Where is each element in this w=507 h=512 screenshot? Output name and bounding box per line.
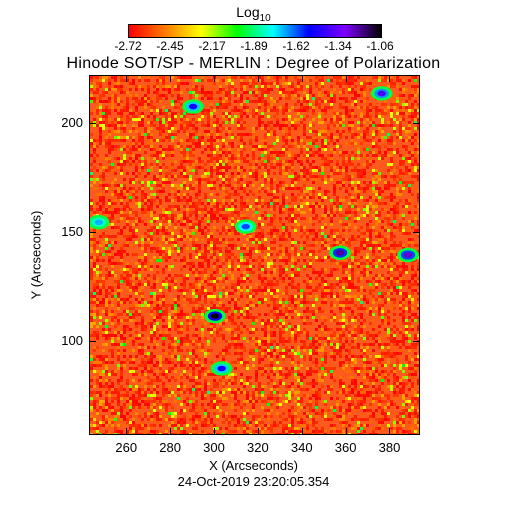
colorbar-title: Log10 xyxy=(236,4,271,24)
x-tick-label: 380 xyxy=(378,440,401,455)
colorbar xyxy=(128,24,382,38)
x-tick-label: 340 xyxy=(290,440,313,455)
timestamp: 24-Oct-2019 23:20:05.354 xyxy=(177,474,330,489)
colorbar-tick-label: -1.34 xyxy=(324,39,352,53)
colorbar-tick-label: -2.17 xyxy=(198,39,226,53)
polarization-patch xyxy=(204,308,226,324)
polarization-patch xyxy=(397,247,419,263)
plot-area xyxy=(89,75,420,435)
x-tick-mark xyxy=(170,76,172,82)
x-tick-mark xyxy=(126,76,128,82)
y-tick-mark xyxy=(90,341,96,343)
colorbar-tick-label: -1.89 xyxy=(240,39,268,53)
y-tick-mark xyxy=(90,232,96,234)
x-tick-label: 260 xyxy=(115,440,138,455)
colorbar-tick-label: -1.06 xyxy=(366,39,394,53)
x-tick-mark xyxy=(257,428,259,434)
colorbar-tick-label: -1.62 xyxy=(282,39,310,53)
x-tick-mark xyxy=(214,76,216,82)
chart-title: Hinode SOT/SP - MERLIN : Degree of Polar… xyxy=(66,55,441,72)
polarization-patch xyxy=(234,219,257,234)
polarization-patch xyxy=(370,86,393,101)
colorbar-tick-label: -2.45 xyxy=(156,39,184,53)
colorbar-tick-label: -2.72 xyxy=(114,39,142,53)
x-tick-mark xyxy=(345,76,347,82)
x-tick-mark xyxy=(170,428,172,434)
polarization-patch xyxy=(329,245,351,261)
y-tick-mark xyxy=(90,123,96,125)
polarization-patch xyxy=(182,99,204,114)
y-tick-mark xyxy=(413,123,419,125)
y-tick-label: 150 xyxy=(61,224,83,240)
x-tick-mark xyxy=(389,76,391,82)
x-tick-label: 360 xyxy=(334,440,357,455)
x-tick-mark xyxy=(389,428,391,434)
heatmap-image xyxy=(90,76,419,434)
x-tick-mark xyxy=(345,428,347,434)
polarization-patch xyxy=(210,361,233,376)
x-tick-mark xyxy=(214,428,216,434)
y-axis-label: Y (Arcseconds) xyxy=(28,210,44,300)
x-axis-label: X (Arcseconds) xyxy=(209,458,298,473)
x-tick-label: 300 xyxy=(203,440,225,455)
polarization-patch xyxy=(90,215,110,230)
y-tick-label: 200 xyxy=(61,115,83,131)
x-tick-mark xyxy=(126,428,128,434)
x-tick-label: 320 xyxy=(247,440,269,455)
y-tick-mark xyxy=(413,341,419,343)
y-tick-mark xyxy=(413,232,419,234)
y-tick-label: 100 xyxy=(61,333,83,349)
x-tick-mark xyxy=(257,76,259,82)
x-tick-mark xyxy=(301,76,303,82)
x-tick-mark xyxy=(301,428,303,434)
x-tick-label: 280 xyxy=(159,440,181,455)
